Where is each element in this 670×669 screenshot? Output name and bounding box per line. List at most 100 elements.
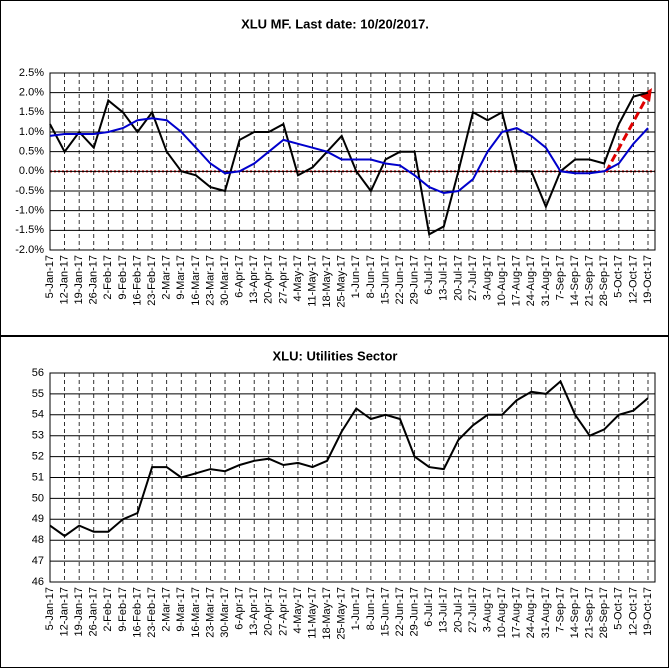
x-tick-label: 9-Mar-17 [175, 587, 187, 632]
x-tick-label: 6-Apr-17 [234, 587, 246, 630]
x-tick-label: 30-Mar-17 [219, 255, 231, 306]
x-tick-label: 23-Feb-17 [146, 587, 158, 638]
x-tick-label: 14-Sep-17 [569, 587, 581, 638]
x-tick-label: 7-Sep-17 [554, 255, 566, 300]
x-tick-label: 27-Jul-17 [467, 587, 479, 633]
x-tick-label: 2-Feb-17 [102, 587, 114, 632]
y-tick-label: 51 [32, 471, 44, 483]
x-tick-label: 12-Jan-17 [58, 587, 70, 637]
x-tick-label: 23-Feb-17 [146, 255, 158, 306]
y-tick-label: 2.5% [19, 67, 44, 79]
x-tick-label: 14-Sep-17 [569, 255, 581, 306]
x-tick-label: 20-Jul-17 [452, 255, 464, 301]
x-tick-label: 12-Oct-17 [627, 587, 639, 636]
x-tick-label: 29-Jun-17 [409, 255, 421, 305]
x-tick-label: 9-Feb-17 [117, 255, 129, 300]
x-tick-label: 22-Jun-17 [394, 255, 406, 305]
x-tick-label: 31-Aug-17 [540, 587, 552, 638]
x-tick-label: 28-Sep-17 [598, 255, 610, 306]
x-tick-label: 11-May-17 [306, 255, 318, 307]
plot-area [49, 372, 656, 583]
x-tick-label: 13-Jul-17 [438, 255, 450, 301]
x-tick-label: 20-Apr-17 [263, 587, 275, 636]
x-tick-label: 4-May-17 [292, 255, 304, 301]
x-tick-label: 2-Feb-17 [102, 255, 114, 300]
x-tick-label: 12-Oct-17 [627, 255, 639, 304]
panel-border [0, 0, 669, 336]
y-tick-label: -1.5% [15, 224, 44, 236]
x-tick-label: 3-Aug-17 [481, 255, 493, 300]
x-tick-label: 5-Jan-17 [44, 255, 56, 298]
x-tick-label: 25-May-17 [336, 587, 348, 640]
x-tick-label: 11-May-17 [306, 587, 318, 639]
x-tick-label: 17-Aug-17 [511, 587, 523, 638]
x-tick-label: 6-Apr-17 [234, 255, 246, 298]
y-tick-label: 54 [32, 409, 44, 421]
x-tick-label: 21-Sep-17 [584, 255, 596, 306]
x-tick-label: 5-Jan-17 [44, 587, 56, 630]
y-tick-label: -0.5% [15, 185, 44, 197]
x-tick-label: 31-Aug-17 [540, 255, 552, 306]
x-tick-label: 22-Jun-17 [394, 587, 406, 637]
x-tick-label: 5-Oct-17 [613, 255, 625, 298]
trend-arrow [604, 94, 650, 173]
x-tick-label: 3-Aug-17 [481, 587, 493, 632]
x-tick-label: 24-Aug-17 [525, 255, 537, 306]
x-tick-label: 10-Aug-17 [496, 587, 508, 638]
x-tick-label: 8-Jun-17 [365, 587, 377, 630]
x-tick-label: 5-Oct-17 [613, 587, 625, 630]
x-tick-label: 2-Mar-17 [161, 587, 173, 632]
y-tick-label: -1.0% [15, 205, 44, 217]
plot-area [49, 72, 656, 251]
y-tick-label: 1.5% [19, 106, 44, 118]
x-tick-label: 17-Aug-17 [511, 255, 523, 306]
y-tick-label: -2.0% [15, 244, 44, 256]
chart-title: XLU: Utilities Sector [273, 348, 398, 363]
x-tick-label: 18-May-17 [321, 255, 333, 308]
x-tick-label: 8-Jun-17 [365, 255, 377, 298]
x-tick-label: 4-May-17 [292, 587, 304, 633]
data-line [49, 117, 649, 195]
x-tick-label: 20-Jul-17 [452, 587, 464, 633]
x-tick-label: 23-Mar-17 [204, 587, 216, 638]
y-tick-label: 53 [32, 430, 44, 442]
data-line [49, 91, 649, 236]
x-tick-label: 30-Mar-17 [219, 587, 231, 638]
x-tick-label: 27-Apr-17 [277, 587, 289, 636]
panel-border [0, 336, 669, 668]
x-tick-label: 16-Mar-17 [190, 587, 202, 638]
x-tick-label: 19-Oct-17 [642, 587, 654, 636]
y-tick-label: 55 [32, 388, 44, 400]
x-tick-label: 19-Jan-17 [73, 587, 85, 637]
trend-arrow-head [640, 88, 652, 102]
x-tick-label: 21-Sep-17 [584, 587, 596, 638]
x-tick-label: 28-Sep-17 [598, 587, 610, 638]
x-tick-label: 13-Apr-17 [248, 587, 260, 636]
x-tick-label: 24-Aug-17 [525, 587, 537, 638]
x-tick-label: 27-Apr-17 [277, 255, 289, 304]
x-tick-label: 9-Mar-17 [175, 255, 187, 300]
x-tick-label: 26-Jan-17 [88, 255, 100, 305]
y-tick-label: 56 [32, 367, 44, 379]
x-tick-label: 19-Oct-17 [642, 255, 654, 304]
y-tick-label: 0.0% [19, 165, 44, 177]
x-tick-label: 2-Mar-17 [161, 255, 173, 300]
x-tick-label: 15-Jun-17 [379, 587, 391, 637]
x-tick-label: 13-Apr-17 [248, 255, 260, 304]
x-tick-label: 26-Jan-17 [88, 587, 100, 637]
y-tick-label: 1.0% [19, 126, 44, 138]
x-tick-label: 1-Jun-17 [350, 255, 362, 298]
chart-title: XLU MF. Last date: 10/20/2017. [241, 16, 429, 31]
x-tick-label: 27-Jul-17 [467, 255, 479, 301]
x-tick-label: 6-Jul-17 [423, 587, 435, 627]
x-tick-label: 7-Sep-17 [554, 587, 566, 632]
x-tick-label: 20-Apr-17 [263, 255, 275, 304]
y-tick-label: 48 [32, 534, 44, 546]
x-tick-label: 9-Feb-17 [117, 587, 129, 632]
x-tick-label: 16-Feb-17 [131, 255, 143, 306]
y-tick-label: 46 [32, 576, 44, 588]
x-tick-label: 25-May-17 [336, 255, 348, 308]
y-tick-label: 0.5% [19, 146, 44, 158]
x-tick-label: 19-Jan-17 [73, 255, 85, 305]
